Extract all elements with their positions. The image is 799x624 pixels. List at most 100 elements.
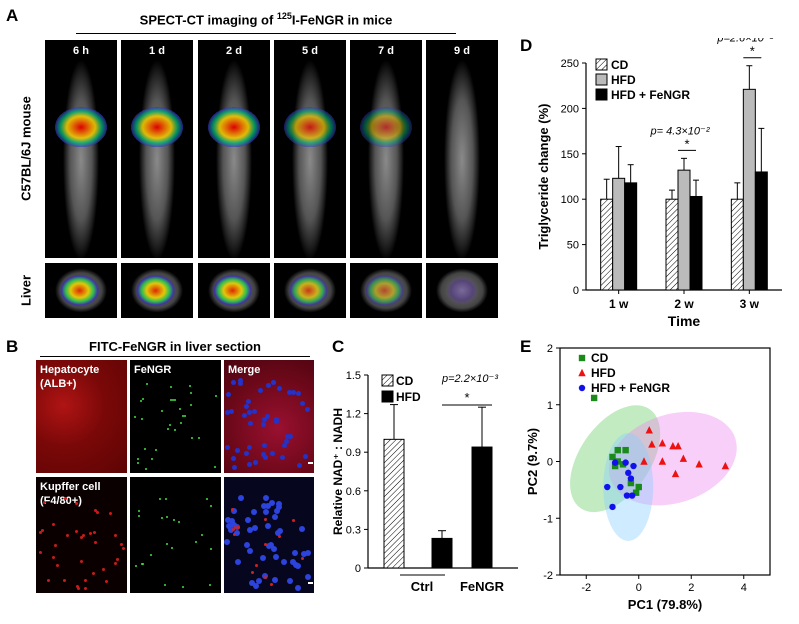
micro-dot bbox=[264, 543, 268, 547]
micro-dot bbox=[282, 442, 288, 448]
timepoint-label: 9 d bbox=[454, 45, 470, 57]
ct-body-image: 2 d bbox=[198, 40, 270, 258]
x-tick-label: 3 w bbox=[740, 297, 760, 311]
micro-dot bbox=[301, 550, 308, 557]
micro-dot bbox=[265, 382, 271, 388]
point-cd bbox=[609, 453, 616, 461]
micro-dot bbox=[160, 516, 163, 519]
micro-dot bbox=[66, 533, 70, 537]
bar-cd bbox=[600, 198, 614, 291]
point-hfd-fengr bbox=[630, 462, 637, 470]
scale-bar bbox=[308, 582, 313, 584]
legend-label: CD bbox=[611, 58, 629, 72]
micro-dot bbox=[215, 395, 218, 398]
point-hfd bbox=[640, 457, 648, 465]
micro-dot bbox=[302, 453, 308, 459]
ct-liver-image bbox=[45, 263, 117, 318]
legend-swatch bbox=[595, 73, 608, 86]
micro-dot bbox=[74, 530, 78, 534]
micro-dot bbox=[178, 408, 181, 411]
micro-dot bbox=[260, 555, 267, 562]
micro-dot bbox=[83, 579, 87, 583]
micro-dot bbox=[142, 398, 145, 401]
point-hfd bbox=[695, 460, 703, 468]
chart-c-nad-ratio: 0 0.3 0.6 0.9 1.2 1.5 Relative NAD⁺ : NADH Ctrl… bbox=[331, 370, 518, 594]
bar-hfd bbox=[431, 537, 453, 569]
bar-cd bbox=[383, 438, 405, 569]
plot-area bbox=[570, 405, 737, 541]
x-tick-label: 2 w bbox=[674, 297, 694, 311]
point-hfd bbox=[671, 469, 680, 478]
micro-dot bbox=[43, 501, 47, 505]
micro-dot bbox=[237, 378, 243, 384]
point-cd bbox=[632, 489, 640, 496]
micro-dot bbox=[40, 529, 44, 533]
micro-dot bbox=[137, 510, 140, 513]
micro-dot bbox=[274, 507, 281, 514]
point-hfd-fengr bbox=[578, 384, 586, 392]
point-hfd bbox=[669, 441, 677, 450]
micro-dot bbox=[91, 572, 95, 576]
micro-dot bbox=[183, 414, 186, 417]
y-tick-label: 0 bbox=[547, 457, 553, 469]
micro-dot bbox=[230, 379, 236, 385]
micro-dot bbox=[205, 497, 208, 500]
micro-dot bbox=[167, 428, 170, 431]
micro-dot bbox=[137, 514, 140, 517]
legend-swatch bbox=[595, 58, 608, 71]
legend-label: CD bbox=[591, 351, 609, 365]
micro-dot bbox=[301, 557, 305, 561]
p-value: p=2.6×10⁻² bbox=[716, 38, 773, 45]
bar-hfd-fengr bbox=[689, 195, 703, 291]
micro-dot bbox=[228, 526, 235, 533]
micro-dot bbox=[56, 563, 60, 567]
point-hfd-fengr bbox=[623, 492, 631, 499]
micro-dot bbox=[179, 422, 182, 425]
micro-dot bbox=[247, 420, 253, 426]
micro-dot bbox=[261, 421, 267, 427]
micro-dot bbox=[115, 558, 119, 562]
micro-dot bbox=[243, 451, 249, 457]
micro-dot bbox=[231, 507, 238, 514]
micro-dot bbox=[164, 583, 167, 586]
micro-dot bbox=[265, 542, 272, 549]
micro-dot bbox=[242, 412, 248, 418]
micro-dot bbox=[210, 504, 213, 507]
micro-dot bbox=[113, 562, 117, 566]
micro-dot bbox=[251, 409, 257, 415]
micro-dot bbox=[170, 547, 173, 549]
micro-dot bbox=[182, 415, 185, 418]
micro-dot bbox=[243, 404, 249, 410]
micro-dot bbox=[190, 436, 193, 439]
point-cd bbox=[635, 483, 642, 491]
point-hfd-fengr bbox=[604, 483, 611, 491]
point-cd bbox=[611, 462, 619, 470]
micro-hepatocyte-feNGR: FeNGR bbox=[130, 360, 221, 473]
micro-dot bbox=[261, 502, 268, 509]
ct-liver-image bbox=[274, 263, 346, 318]
micro-dot bbox=[300, 401, 306, 407]
micro-dot bbox=[229, 409, 235, 415]
micro-dot bbox=[269, 582, 273, 586]
micro-dot bbox=[74, 502, 78, 506]
bar-hfd-fengr bbox=[624, 182, 638, 291]
micro-dot bbox=[280, 454, 286, 460]
micro-dot bbox=[234, 530, 241, 537]
micro-dot bbox=[232, 533, 236, 537]
legend-label: HFD + FeNGR bbox=[591, 381, 670, 395]
category-label: FeNGR bbox=[460, 579, 505, 594]
micro-dot bbox=[145, 467, 148, 470]
micro-dot bbox=[284, 439, 290, 445]
legend-label: HFD + FeNGR bbox=[611, 88, 690, 102]
micro-dot bbox=[63, 497, 67, 500]
micro-dot bbox=[155, 449, 158, 452]
micro-dot bbox=[265, 503, 272, 510]
micro-dot bbox=[287, 389, 293, 395]
micro-dot bbox=[269, 451, 275, 457]
micro-kupffer-f480: Kupffer cell (F4/80+) bbox=[36, 477, 127, 593]
point-hfd bbox=[658, 457, 667, 465]
y-tick-label: 200 bbox=[561, 103, 579, 115]
y-tick-label: 0.3 bbox=[346, 524, 361, 536]
micro-dot bbox=[38, 550, 42, 554]
micro-dot bbox=[294, 584, 301, 591]
